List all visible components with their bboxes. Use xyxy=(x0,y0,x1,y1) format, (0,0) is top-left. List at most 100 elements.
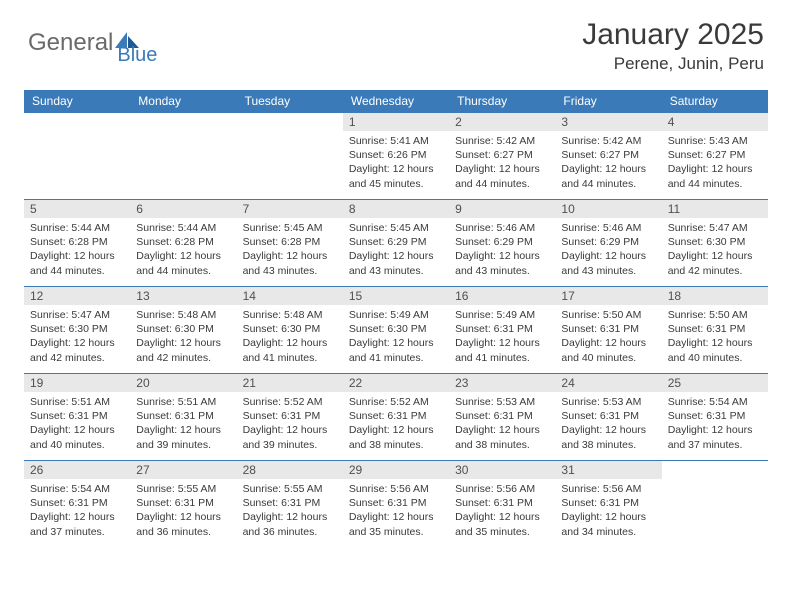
day-content: Sunrise: 5:53 AMSunset: 6:31 PMDaylight:… xyxy=(555,392,661,458)
weekday-header-cell: Thursday xyxy=(449,90,555,112)
day-content: Sunrise: 5:56 AMSunset: 6:31 PMDaylight:… xyxy=(343,479,449,545)
day-cell: 2Sunrise: 5:42 AMSunset: 6:27 PMDaylight… xyxy=(449,113,555,199)
day-number: 30 xyxy=(449,461,555,479)
day-number: 1 xyxy=(343,113,449,131)
week-row: 26Sunrise: 5:54 AMSunset: 6:31 PMDayligh… xyxy=(24,460,768,547)
day-cell: 25Sunrise: 5:54 AMSunset: 6:31 PMDayligh… xyxy=(662,374,768,460)
day-number: 22 xyxy=(343,374,449,392)
day-content: Sunrise: 5:56 AMSunset: 6:31 PMDaylight:… xyxy=(555,479,661,545)
day-cell: 5Sunrise: 5:44 AMSunset: 6:28 PMDaylight… xyxy=(24,200,130,286)
weekday-header-row: SundayMondayTuesdayWednesdayThursdayFrid… xyxy=(24,90,768,112)
day-number: 8 xyxy=(343,200,449,218)
day-cell: 24Sunrise: 5:53 AMSunset: 6:31 PMDayligh… xyxy=(555,374,661,460)
day-cell: 3Sunrise: 5:42 AMSunset: 6:27 PMDaylight… xyxy=(555,113,661,199)
week-row: 12Sunrise: 5:47 AMSunset: 6:30 PMDayligh… xyxy=(24,286,768,373)
day-cell: 14Sunrise: 5:48 AMSunset: 6:30 PMDayligh… xyxy=(237,287,343,373)
day-cell: 11Sunrise: 5:47 AMSunset: 6:30 PMDayligh… xyxy=(662,200,768,286)
day-cell: 4Sunrise: 5:43 AMSunset: 6:27 PMDaylight… xyxy=(662,113,768,199)
day-number: 25 xyxy=(662,374,768,392)
day-number: 2 xyxy=(449,113,555,131)
day-cell xyxy=(24,113,130,199)
logo-text-general: General xyxy=(28,29,113,57)
day-content: Sunrise: 5:43 AMSunset: 6:27 PMDaylight:… xyxy=(662,131,768,197)
day-content: Sunrise: 5:51 AMSunset: 6:31 PMDaylight:… xyxy=(24,392,130,458)
day-cell: 31Sunrise: 5:56 AMSunset: 6:31 PMDayligh… xyxy=(555,461,661,547)
day-cell: 7Sunrise: 5:45 AMSunset: 6:28 PMDaylight… xyxy=(237,200,343,286)
day-number: 4 xyxy=(662,113,768,131)
day-number: 7 xyxy=(237,200,343,218)
day-cell: 8Sunrise: 5:45 AMSunset: 6:29 PMDaylight… xyxy=(343,200,449,286)
day-cell: 9Sunrise: 5:46 AMSunset: 6:29 PMDaylight… xyxy=(449,200,555,286)
day-cell xyxy=(130,113,236,199)
day-number: 23 xyxy=(449,374,555,392)
day-number: 16 xyxy=(449,287,555,305)
day-content: Sunrise: 5:45 AMSunset: 6:29 PMDaylight:… xyxy=(343,218,449,284)
day-content: Sunrise: 5:42 AMSunset: 6:27 PMDaylight:… xyxy=(449,131,555,197)
weekday-header-cell: Sunday xyxy=(24,90,130,112)
day-cell: 28Sunrise: 5:55 AMSunset: 6:31 PMDayligh… xyxy=(237,461,343,547)
day-number: 9 xyxy=(449,200,555,218)
day-cell: 17Sunrise: 5:50 AMSunset: 6:31 PMDayligh… xyxy=(555,287,661,373)
day-cell: 13Sunrise: 5:48 AMSunset: 6:30 PMDayligh… xyxy=(130,287,236,373)
day-cell: 23Sunrise: 5:53 AMSunset: 6:31 PMDayligh… xyxy=(449,374,555,460)
day-cell: 21Sunrise: 5:52 AMSunset: 6:31 PMDayligh… xyxy=(237,374,343,460)
month-title: January 2025 xyxy=(582,18,764,52)
day-cell: 1Sunrise: 5:41 AMSunset: 6:26 PMDaylight… xyxy=(343,113,449,199)
day-cell: 20Sunrise: 5:51 AMSunset: 6:31 PMDayligh… xyxy=(130,374,236,460)
day-number: 10 xyxy=(555,200,661,218)
day-content: Sunrise: 5:47 AMSunset: 6:30 PMDaylight:… xyxy=(24,305,130,371)
day-content: Sunrise: 5:48 AMSunset: 6:30 PMDaylight:… xyxy=(130,305,236,371)
day-cell: 18Sunrise: 5:50 AMSunset: 6:31 PMDayligh… xyxy=(662,287,768,373)
weekday-header-cell: Friday xyxy=(555,90,661,112)
day-cell: 29Sunrise: 5:56 AMSunset: 6:31 PMDayligh… xyxy=(343,461,449,547)
day-number: 13 xyxy=(130,287,236,305)
weekday-header-cell: Saturday xyxy=(662,90,768,112)
day-number: 6 xyxy=(130,200,236,218)
day-number: 12 xyxy=(24,287,130,305)
day-number: 31 xyxy=(555,461,661,479)
week-row: 1Sunrise: 5:41 AMSunset: 6:26 PMDaylight… xyxy=(24,112,768,199)
day-content: Sunrise: 5:47 AMSunset: 6:30 PMDaylight:… xyxy=(662,218,768,284)
day-content: Sunrise: 5:53 AMSunset: 6:31 PMDaylight:… xyxy=(449,392,555,458)
logo: General Blue xyxy=(28,18,157,67)
day-number: 15 xyxy=(343,287,449,305)
day-number: 28 xyxy=(237,461,343,479)
day-content: Sunrise: 5:45 AMSunset: 6:28 PMDaylight:… xyxy=(237,218,343,284)
day-cell: 15Sunrise: 5:49 AMSunset: 6:30 PMDayligh… xyxy=(343,287,449,373)
header: General Blue January 2025 Perene, Junin,… xyxy=(0,0,792,82)
day-cell: 26Sunrise: 5:54 AMSunset: 6:31 PMDayligh… xyxy=(24,461,130,547)
day-content: Sunrise: 5:46 AMSunset: 6:29 PMDaylight:… xyxy=(555,218,661,284)
day-cell: 16Sunrise: 5:49 AMSunset: 6:31 PMDayligh… xyxy=(449,287,555,373)
day-number: 29 xyxy=(343,461,449,479)
day-content: Sunrise: 5:50 AMSunset: 6:31 PMDaylight:… xyxy=(555,305,661,371)
day-content: Sunrise: 5:46 AMSunset: 6:29 PMDaylight:… xyxy=(449,218,555,284)
day-number: 21 xyxy=(237,374,343,392)
day-cell xyxy=(237,113,343,199)
day-cell: 22Sunrise: 5:52 AMSunset: 6:31 PMDayligh… xyxy=(343,374,449,460)
day-content: Sunrise: 5:54 AMSunset: 6:31 PMDaylight:… xyxy=(662,392,768,458)
logo-text-blue: Blue xyxy=(117,44,157,67)
day-content: Sunrise: 5:41 AMSunset: 6:26 PMDaylight:… xyxy=(343,131,449,197)
day-number: 11 xyxy=(662,200,768,218)
day-content: Sunrise: 5:42 AMSunset: 6:27 PMDaylight:… xyxy=(555,131,661,197)
day-number: 14 xyxy=(237,287,343,305)
day-content: Sunrise: 5:52 AMSunset: 6:31 PMDaylight:… xyxy=(237,392,343,458)
day-cell: 27Sunrise: 5:55 AMSunset: 6:31 PMDayligh… xyxy=(130,461,236,547)
weekday-header-cell: Tuesday xyxy=(237,90,343,112)
day-content: Sunrise: 5:49 AMSunset: 6:31 PMDaylight:… xyxy=(449,305,555,371)
calendar: SundayMondayTuesdayWednesdayThursdayFrid… xyxy=(24,90,768,547)
title-block: January 2025 Perene, Junin, Peru xyxy=(582,18,764,74)
day-cell: 10Sunrise: 5:46 AMSunset: 6:29 PMDayligh… xyxy=(555,200,661,286)
day-content: Sunrise: 5:56 AMSunset: 6:31 PMDaylight:… xyxy=(449,479,555,545)
day-number: 17 xyxy=(555,287,661,305)
day-number: 3 xyxy=(555,113,661,131)
week-row: 5Sunrise: 5:44 AMSunset: 6:28 PMDaylight… xyxy=(24,199,768,286)
day-number: 19 xyxy=(24,374,130,392)
day-content: Sunrise: 5:49 AMSunset: 6:30 PMDaylight:… xyxy=(343,305,449,371)
day-number: 27 xyxy=(130,461,236,479)
day-number: 18 xyxy=(662,287,768,305)
day-content: Sunrise: 5:55 AMSunset: 6:31 PMDaylight:… xyxy=(237,479,343,545)
day-number: 24 xyxy=(555,374,661,392)
day-content: Sunrise: 5:55 AMSunset: 6:31 PMDaylight:… xyxy=(130,479,236,545)
week-row: 19Sunrise: 5:51 AMSunset: 6:31 PMDayligh… xyxy=(24,373,768,460)
